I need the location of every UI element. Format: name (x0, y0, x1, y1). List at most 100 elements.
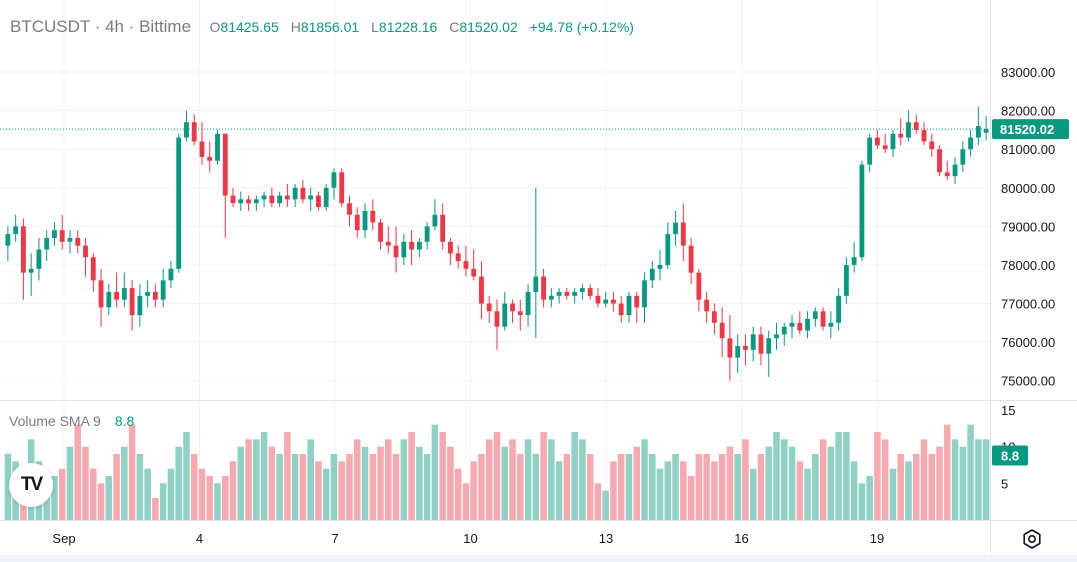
volume-bar (610, 461, 617, 520)
candle (448, 237, 453, 265)
candle-body (859, 164, 865, 258)
volume-title[interactable]: Volume SMA 9 (9, 413, 101, 429)
candle-body (300, 187, 306, 200)
volume-bar (718, 454, 726, 520)
candle-body (401, 241, 407, 258)
candle (556, 288, 562, 304)
candle (137, 284, 143, 327)
candle-body (184, 122, 189, 138)
volume-bar (175, 446, 182, 520)
candle-body (579, 288, 585, 292)
candle (579, 284, 585, 300)
candle-body (393, 245, 399, 258)
candle (393, 226, 399, 273)
volume-bar (299, 454, 307, 520)
candle-body (98, 280, 104, 308)
candle (129, 280, 135, 331)
volume-bar (307, 439, 314, 520)
candle-body (362, 210, 368, 231)
volume-bar (447, 446, 454, 520)
time-tick-label: 4 (196, 531, 203, 546)
volume-bar (881, 439, 889, 520)
candle (735, 334, 741, 373)
candle (673, 210, 678, 246)
volume-bar (579, 439, 586, 520)
candle-body (890, 133, 896, 150)
candle (207, 141, 213, 173)
volume-bar (408, 432, 415, 520)
volume-bar (532, 454, 540, 520)
candle (921, 122, 927, 146)
candle-body (875, 137, 880, 146)
candle-body (727, 338, 733, 358)
candle (409, 230, 415, 265)
symbol-title[interactable]: BTCUSDT · 4h · Bittime (10, 17, 192, 36)
volume-bar (74, 424, 82, 520)
volume-bar (105, 476, 113, 520)
candle (424, 222, 430, 250)
candle-body (199, 141, 205, 157)
candle (525, 284, 531, 327)
candle (898, 118, 904, 146)
candle (292, 183, 298, 208)
volume-bar (850, 461, 858, 520)
candle-body (843, 264, 849, 296)
candle (913, 114, 919, 134)
candle-body (121, 288, 127, 300)
volume-bar (602, 490, 609, 520)
volume-bar (183, 432, 190, 520)
candle-body (409, 241, 415, 250)
candle (52, 222, 57, 246)
price-tick-label: 83000.00 (1001, 65, 1055, 80)
volume-bar (975, 439, 982, 520)
candle (339, 168, 345, 208)
volume-bar (540, 432, 547, 520)
candle (75, 230, 81, 254)
volume-bar (765, 446, 772, 520)
candle-body (176, 137, 182, 269)
volume-bar (711, 461, 718, 520)
candle (347, 195, 352, 227)
volume-bar (82, 446, 89, 520)
candle (494, 299, 500, 350)
candle (378, 218, 383, 250)
candle-body (261, 195, 267, 200)
volume-bar (951, 439, 959, 520)
volume-bar (439, 432, 446, 520)
candle-body (486, 303, 492, 312)
candle (766, 330, 772, 377)
volume-bar (229, 461, 237, 520)
volume-bar (136, 454, 144, 520)
candle-body (797, 322, 803, 331)
candle (743, 334, 748, 366)
candle-body (59, 230, 65, 242)
candle-body (929, 141, 935, 150)
candle (121, 272, 127, 308)
candle-body (494, 311, 500, 327)
candle-body (882, 145, 888, 150)
bottom-strip (0, 555, 1077, 562)
volume-bar (121, 446, 128, 520)
volume-bar (369, 454, 377, 520)
candle (952, 156, 958, 184)
volume-bar (416, 446, 423, 520)
candle-body (758, 334, 764, 354)
candle-body (52, 230, 57, 238)
candle (90, 253, 96, 292)
volume-bar (517, 454, 524, 520)
settings-gear-icon[interactable] (1021, 528, 1043, 550)
volume-bar (897, 454, 904, 520)
price-tick-label: 78000.00 (1001, 258, 1055, 273)
candle-body (711, 311, 717, 323)
volume-bar (245, 439, 252, 520)
candle (362, 203, 368, 238)
candle (758, 326, 764, 366)
candle-body (766, 338, 772, 354)
tradingview-logo-icon[interactable]: TV (9, 463, 53, 507)
candle (308, 187, 314, 211)
volume-bar (260, 432, 268, 520)
candle-body (921, 129, 927, 142)
volume-bar (423, 454, 431, 520)
candle-body (145, 291, 151, 296)
